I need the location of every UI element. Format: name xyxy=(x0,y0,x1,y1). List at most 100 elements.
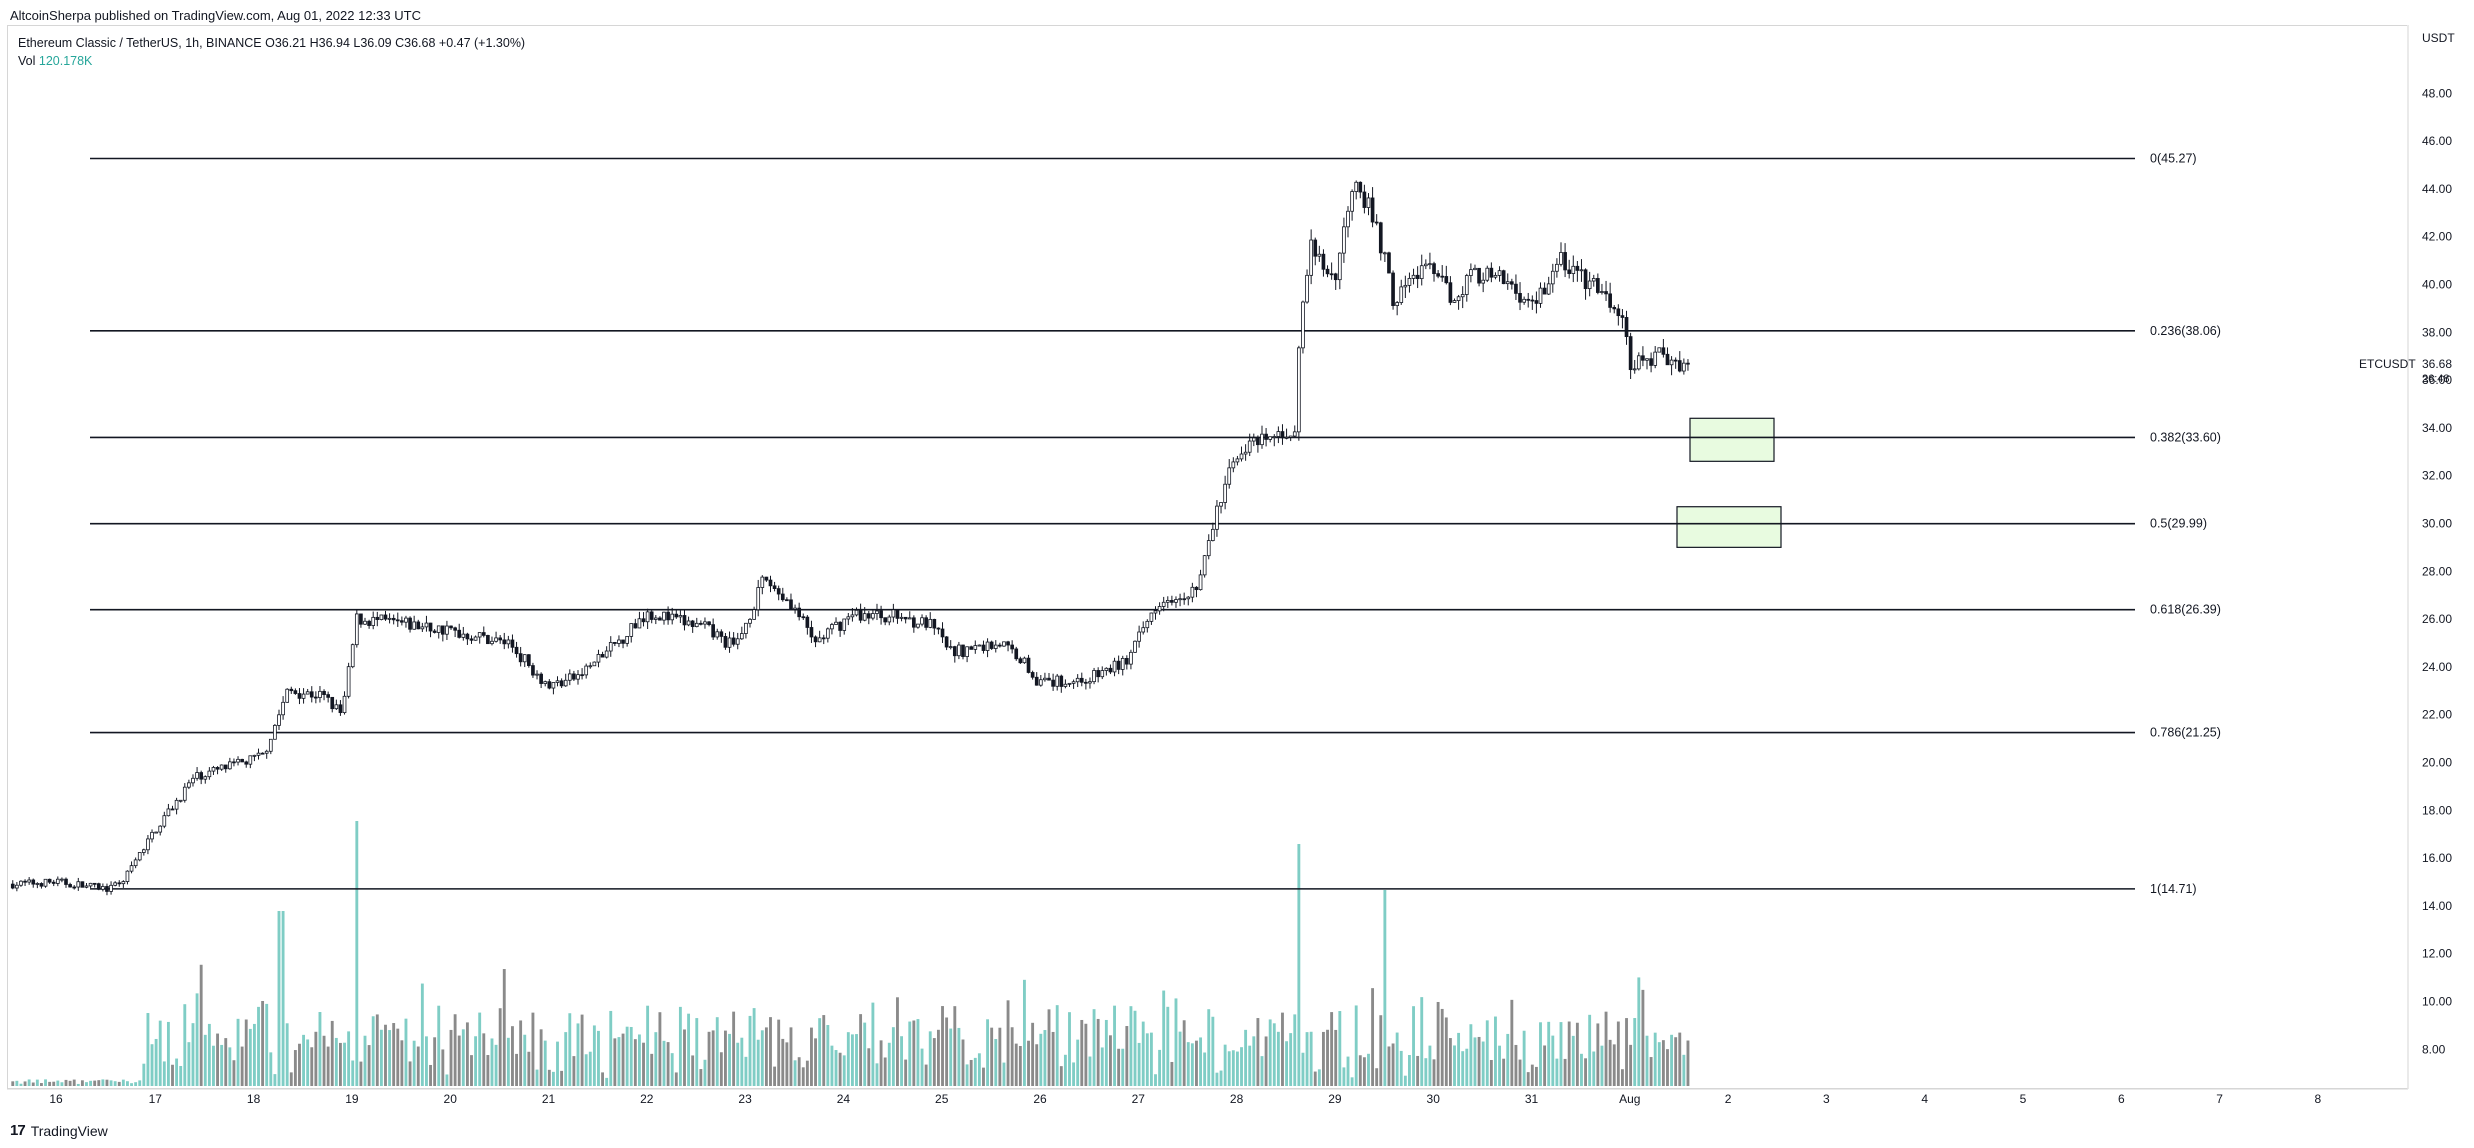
candle-body xyxy=(457,629,462,638)
volume-bar xyxy=(199,964,203,1086)
volume-bar xyxy=(93,1080,97,1086)
candle-body xyxy=(887,616,892,623)
volume-bar xyxy=(1109,1035,1112,1086)
volume-bar xyxy=(1608,1039,1612,1086)
fib-level-label: 1(14.71) xyxy=(2150,882,2197,896)
candle-body xyxy=(1067,682,1072,685)
candle-body xyxy=(400,620,404,623)
volume-bar xyxy=(1338,1011,1342,1086)
candle-body xyxy=(96,883,101,890)
volume-bar xyxy=(551,1071,555,1086)
candle-body xyxy=(764,576,769,581)
ohlc-close: C36.68 xyxy=(395,36,436,50)
volume-bar xyxy=(531,1012,535,1086)
candle-body xyxy=(449,625,453,629)
volume-bar xyxy=(1010,1027,1014,1086)
candle-body xyxy=(1673,359,1678,362)
candle-body xyxy=(146,838,150,851)
candle-body xyxy=(1522,298,1526,303)
volume-bar xyxy=(52,1081,56,1086)
volume-bar xyxy=(1174,998,1178,1086)
volume-bar xyxy=(19,1083,23,1086)
candle-body xyxy=(1256,437,1260,446)
volume-bar xyxy=(1141,1021,1145,1086)
fib-level-label: 0.236(38.06) xyxy=(2150,324,2221,338)
candle-body xyxy=(1092,670,1096,683)
volume-bar xyxy=(850,1034,854,1086)
volume-bar xyxy=(1432,1059,1436,1086)
volume-bar xyxy=(793,1060,797,1086)
volume-bar xyxy=(822,1015,826,1086)
candle-body xyxy=(928,618,933,628)
candle-body xyxy=(391,617,396,621)
volume-bar xyxy=(1276,1031,1280,1086)
volume-bar xyxy=(1063,1054,1067,1086)
volume-bar xyxy=(674,1072,678,1086)
candle-body xyxy=(43,878,48,887)
candle-body xyxy=(760,576,765,588)
symbol-info: Ethereum Classic / TetherUS, 1h, BINANCE… xyxy=(18,34,525,52)
volume-bar xyxy=(437,1005,441,1086)
candle-body xyxy=(1583,269,1588,290)
candle-body xyxy=(576,674,580,680)
tradingview-brand[interactable]: 17 TradingView xyxy=(10,1122,108,1139)
volume-bar xyxy=(1588,1014,1592,1086)
volume-bar xyxy=(965,1064,969,1086)
candle-body xyxy=(1485,267,1490,281)
volume-bar xyxy=(568,1013,572,1086)
candle-body xyxy=(92,882,97,885)
volume-bar xyxy=(1596,1023,1600,1086)
price-tick-label: 48.00 xyxy=(2422,86,2452,100)
volume-bar xyxy=(236,1018,240,1086)
volume-bar xyxy=(474,1036,478,1086)
volume-bar xyxy=(363,1035,367,1086)
candle-body xyxy=(690,620,695,628)
candle-body xyxy=(1526,298,1531,301)
candle-body xyxy=(150,831,154,840)
volume-bar xyxy=(1559,1022,1563,1086)
time-tick-label: 27 xyxy=(1132,1092,1146,1106)
volume-bar xyxy=(179,1065,183,1086)
time-tick-label: 22 xyxy=(640,1092,654,1106)
candle-body xyxy=(662,611,666,621)
candle-body xyxy=(1358,181,1363,193)
candle-body xyxy=(613,642,617,644)
volume-bar xyxy=(1674,1037,1678,1086)
candle-body xyxy=(1686,362,1690,365)
candle-body xyxy=(596,654,601,663)
volume-bar xyxy=(945,1017,949,1086)
volume-bar xyxy=(1231,1050,1235,1086)
candle-body xyxy=(1665,353,1670,366)
candle-body xyxy=(957,644,961,657)
candle-body xyxy=(1055,675,1060,687)
volume-label: Vol xyxy=(18,54,36,68)
volume-bar xyxy=(1510,999,1514,1086)
candle-body xyxy=(711,624,715,638)
candle-body xyxy=(1456,296,1461,301)
candle-body xyxy=(776,588,781,595)
fib-level-label: 0.382(33.60) xyxy=(2150,430,2221,444)
volume-bar xyxy=(969,1059,973,1086)
volume-bar xyxy=(1039,1033,1043,1086)
candle-body xyxy=(404,617,408,623)
volume-bar xyxy=(11,1081,15,1086)
candle-body xyxy=(1010,644,1014,650)
volume-bar xyxy=(433,1037,437,1086)
candle-body xyxy=(842,618,847,631)
volume-bar xyxy=(89,1080,93,1086)
volume-bar xyxy=(351,1060,355,1086)
candle-body xyxy=(731,637,736,645)
volume-bar xyxy=(1145,1033,1149,1086)
last-price-countdown: 26:48 xyxy=(2422,373,2450,385)
candle-body xyxy=(866,613,871,619)
candle-body xyxy=(1272,436,1277,438)
candle-body xyxy=(735,638,740,645)
candle-body xyxy=(154,831,158,834)
candle-body xyxy=(1190,586,1195,598)
volume-bar xyxy=(240,1046,244,1086)
time-axis: 16 17 18 19 20 21 22 23 24 25 26 27 28 29 30 31 Aug 2 3 4 5 6… xyxy=(7,1088,2408,1106)
candle-body xyxy=(334,704,339,710)
volume-bar xyxy=(556,1041,559,1086)
candle-body xyxy=(342,695,347,714)
